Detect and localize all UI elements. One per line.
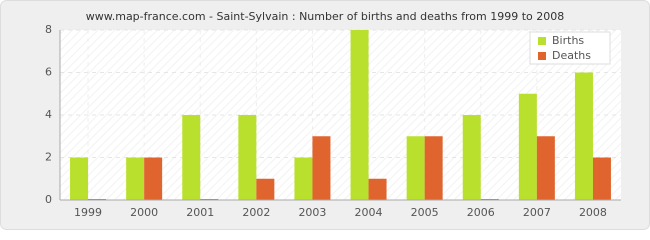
x-tick-label: 2004 [355, 206, 383, 219]
bar [238, 115, 257, 200]
x-tick-label: 2008 [579, 206, 607, 219]
y-tick-label: 8 [45, 23, 52, 36]
legend-label: Deaths [552, 49, 591, 62]
x-tick-label: 2000 [130, 206, 158, 219]
x-tick-label: 2001 [186, 206, 214, 219]
y-tick-label: 6 [45, 66, 52, 79]
bar [182, 115, 201, 200]
bar [574, 72, 593, 200]
x-tick-label: 2006 [467, 206, 495, 219]
bar [126, 157, 145, 200]
bar [536, 136, 555, 200]
bar [70, 157, 89, 200]
legend-swatch [538, 37, 546, 45]
x-tick-label: 2002 [242, 206, 270, 219]
bar [350, 30, 369, 200]
legend-swatch [538, 52, 546, 60]
y-tick-label: 4 [45, 108, 52, 121]
bar [256, 178, 275, 200]
y-tick-label: 0 [45, 193, 52, 206]
bar [406, 136, 425, 200]
chart-title: www.map-france.com - Saint-Sylvain : Num… [86, 10, 565, 23]
x-tick-label: 2005 [411, 206, 439, 219]
bar [462, 115, 481, 200]
bar [368, 178, 387, 200]
bar [294, 157, 313, 200]
bar [518, 93, 537, 200]
x-tick-label: 1999 [74, 206, 102, 219]
x-tick-label: 2007 [523, 206, 551, 219]
x-tick-label: 2003 [298, 206, 326, 219]
bar [144, 157, 163, 200]
chart: www.map-france.com - Saint-Sylvain : Num… [0, 0, 650, 230]
legend-label: Births [552, 34, 584, 47]
bar [312, 136, 331, 200]
y-tick-label: 2 [45, 151, 52, 164]
bar [592, 157, 611, 200]
bar [424, 136, 443, 200]
